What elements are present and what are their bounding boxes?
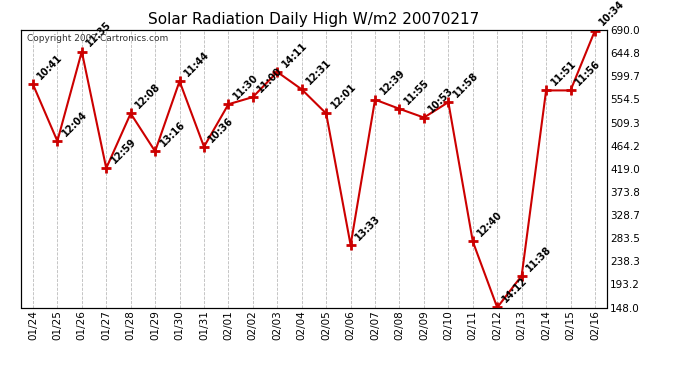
Text: 11:55: 11:55 xyxy=(402,77,431,106)
Text: 12:40: 12:40 xyxy=(475,210,504,238)
Text: 11:38: 11:38 xyxy=(524,244,553,273)
Text: 12:01: 12:01 xyxy=(329,82,358,111)
Text: 11:56: 11:56 xyxy=(573,58,602,88)
Text: 11:30: 11:30 xyxy=(231,72,260,102)
Text: 11:51: 11:51 xyxy=(549,58,578,88)
Text: 12:08: 12:08 xyxy=(133,82,163,111)
Text: 14:11: 14:11 xyxy=(280,40,309,69)
Text: 11:44: 11:44 xyxy=(182,50,211,78)
Text: 10:34: 10:34 xyxy=(598,0,627,28)
Text: 11:00: 11:00 xyxy=(255,65,285,94)
Text: 11:58: 11:58 xyxy=(451,70,480,99)
Text: 10:36: 10:36 xyxy=(207,115,236,144)
Text: 12:31: 12:31 xyxy=(304,58,333,87)
Title: Solar Radiation Daily High W/m2 20070217: Solar Radiation Daily High W/m2 20070217 xyxy=(148,12,480,27)
Text: 13:16: 13:16 xyxy=(158,120,187,148)
Text: 11:35: 11:35 xyxy=(85,20,114,49)
Text: 12:59: 12:59 xyxy=(109,136,138,165)
Text: 10:41: 10:41 xyxy=(36,53,65,81)
Text: 12:04: 12:04 xyxy=(60,110,89,138)
Text: 10:53: 10:53 xyxy=(426,86,455,115)
Text: 14:12: 14:12 xyxy=(500,276,529,305)
Text: 12:39: 12:39 xyxy=(378,68,407,97)
Text: 13:33: 13:33 xyxy=(353,213,382,242)
Text: Copyright 2007 Cartronics.com: Copyright 2007 Cartronics.com xyxy=(26,34,168,43)
